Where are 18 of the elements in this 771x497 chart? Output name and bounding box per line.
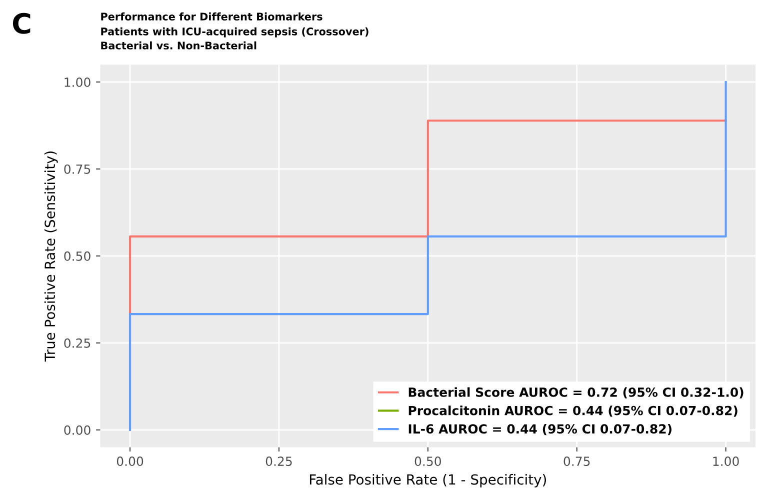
chart-subtitle: Patients with ICU-acquired sepsis (Crossover) Bacterial vs. Non-Bacterial [101,27,368,50]
y-tick-label: 0.25 [64,338,90,348]
y-axis-title: True Positive Rate (Sensitivity) [44,152,58,362]
y-tick-label: 1.00 [64,77,90,87]
y-tick-label: 0.50 [64,251,90,261]
x-axis-title: False Positive Rate (1 - Specificity) [310,474,546,488]
x-tick-label: 0.50 [414,456,441,466]
y-tick-label: 0.75 [64,164,90,174]
text: C [12,12,30,34]
x-tick-label: 0.75 [564,456,590,466]
legend-label: Bacterial Score AUROC = 0.72 (95% CI 0.32-1.0) [408,387,744,398]
y-tick-label: 0.00 [64,425,90,435]
chart-title: Performance for Different Biomarkers [101,12,322,20]
legend-label: Procalcitonin AUROC = 0.44 (95% CI 0.07-0.82) [408,406,738,417]
x-tick-label: 0.00 [116,456,144,466]
legend-label: IL-6 AUROC = 0.44 (95% CI 0.07-0.82) [408,424,672,436]
x-tick-label: 1.00 [713,456,739,466]
x-tick-label: 0.25 [266,456,292,466]
